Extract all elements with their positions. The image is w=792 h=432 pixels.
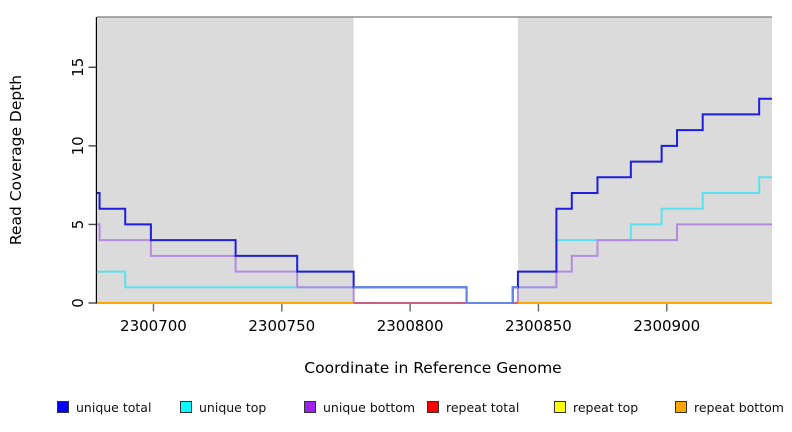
legend-item-repeat-bottom: repeat bottom [675,396,784,418]
legend-item-repeat-top: repeat top [554,396,638,418]
shaded-region [97,17,354,303]
legend-label-unique-top: unique top [199,399,267,415]
legend: unique total unique top unique bottom repea… [0,396,792,420]
legend-label-repeat-total: repeat total [446,399,520,415]
legend-swatch-unique-total [57,401,69,413]
x-tick-label: 2300700 [120,317,187,335]
legend-swatch-unique-bottom [304,401,316,413]
x-axis-title: Coordinate in Reference Genome [304,359,561,377]
y-tick-label: 10 [69,136,87,155]
legend-swatch-unique-top [180,401,192,413]
x-tick-label: 2300900 [633,317,700,335]
x-tick-label: 2300800 [377,317,444,335]
legend-swatch-repeat-bottom [675,401,687,413]
coverage-plot: 0 5 10 15 2300700 2300750 2300800 2300850 230090… [7,16,772,377]
y-tick-label: 5 [69,220,87,230]
legend-swatch-repeat-total [427,401,439,413]
shaded-region [517,17,772,303]
y-tick-label: 0 [69,298,87,308]
legend-label-unique-bottom: unique bottom [323,399,416,415]
legend-label-repeat-bottom: repeat bottom [694,399,784,415]
y-tick-label: 15 [69,58,87,77]
legend-label-unique-total: unique total [76,399,152,415]
series-unique-total-gap [353,286,518,304]
legend-item-unique-bottom: unique bottom [304,396,415,418]
legend-label-repeat-top: repeat top [573,399,639,415]
series-unique-total [97,97,772,304]
legend-item-repeat-total: repeat total [427,396,519,418]
x-tick-label: 2300750 [248,317,315,335]
legend-swatch-repeat-top [554,401,566,413]
legend-item-unique-top: unique top [180,396,266,418]
y-axis-title: Read Coverage Depth [7,75,25,245]
x-tick-label: 2300850 [505,317,572,335]
legend-item-unique-total: unique total [57,396,151,418]
